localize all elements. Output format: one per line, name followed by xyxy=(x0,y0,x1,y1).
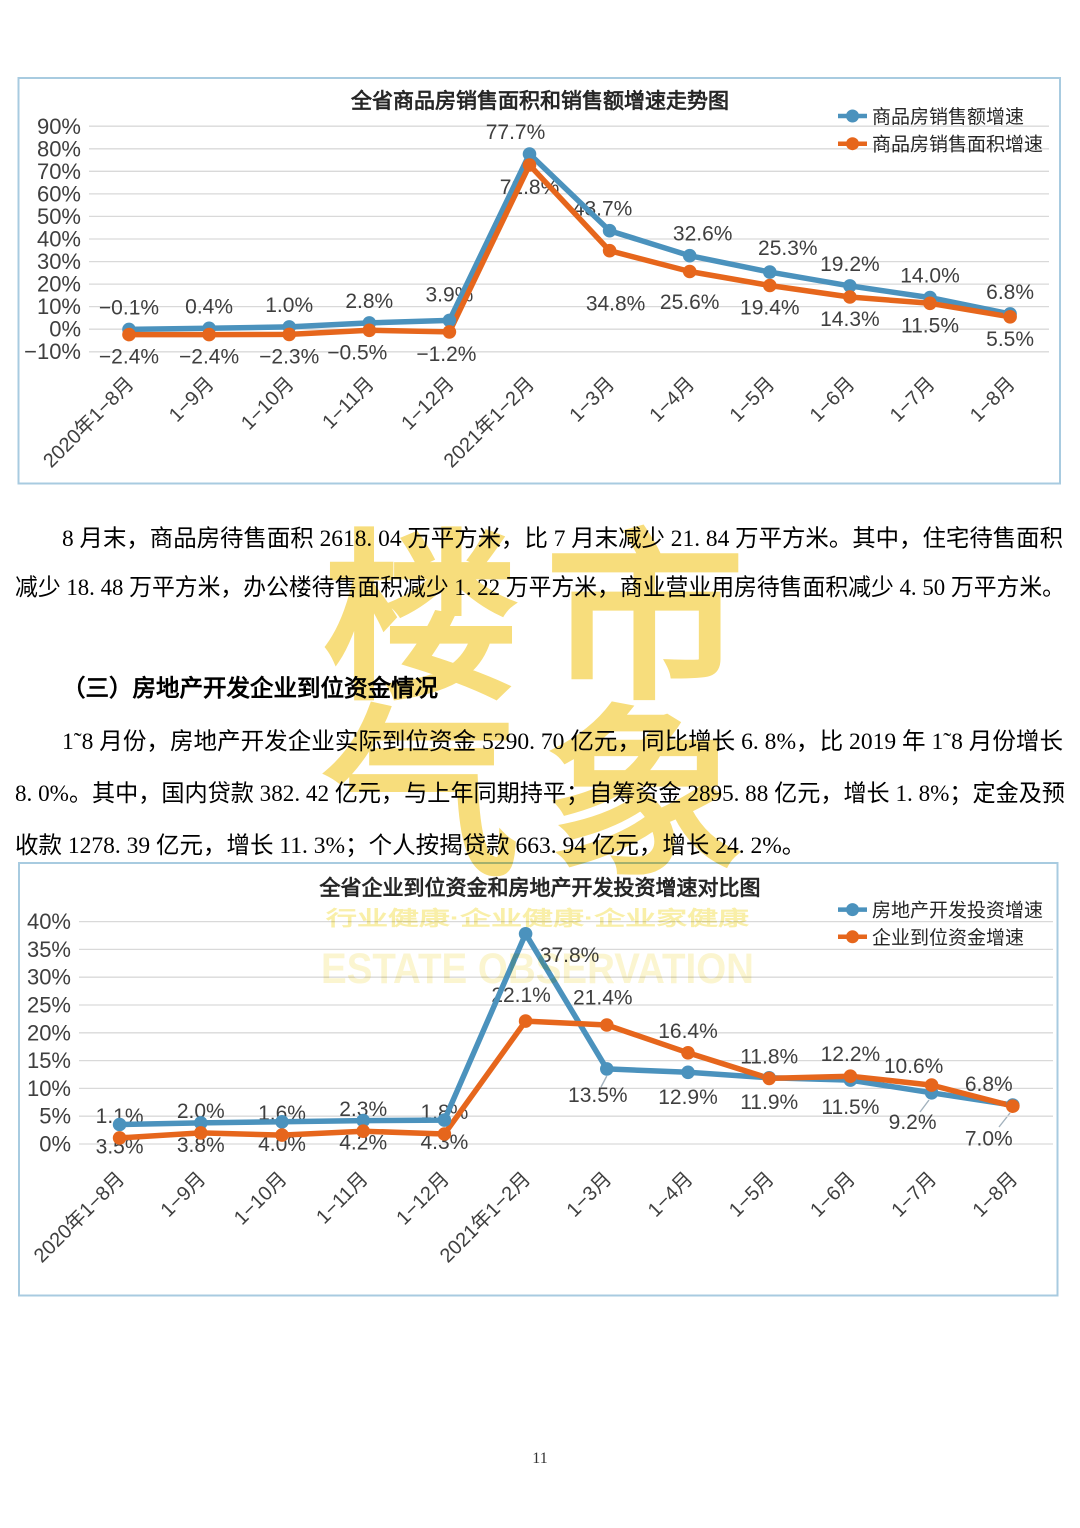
svg-text:37.8%: 37.8% xyxy=(540,944,600,967)
svg-text:11.9%: 11.9% xyxy=(740,1091,798,1114)
svg-text:−2.4%: −2.4% xyxy=(99,346,159,369)
svg-text:12.2%: 12.2% xyxy=(821,1043,881,1066)
svg-text:11.5%: 11.5% xyxy=(901,314,959,337)
svg-text:32.6%: 32.6% xyxy=(673,223,733,246)
svg-text:21.4%: 21.4% xyxy=(573,987,633,1010)
svg-text:30%: 30% xyxy=(27,965,71,990)
svg-text:60%: 60% xyxy=(37,181,81,206)
svg-text:6.8%: 6.8% xyxy=(986,281,1034,304)
svg-text:−2.4%: −2.4% xyxy=(179,346,239,369)
svg-text:19.4%: 19.4% xyxy=(740,297,800,320)
svg-text:90%: 90% xyxy=(37,114,81,139)
svg-text:1˜8 月份，房地产开发企业实际到位资金 5290. 70: 1˜8 月份，房地产开发企业实际到位资金 5290. 70 亿元，同比增长 6.… xyxy=(62,728,1063,755)
svg-text:减少 18. 48 万平方米，办公楼待售面积减少 1. 22: 减少 18. 48 万平方米，办公楼待售面积减少 1. 22 万平方米，商业营业… xyxy=(15,574,1065,601)
svg-text:5%: 5% xyxy=(39,1104,71,1129)
svg-text:4.3%: 4.3% xyxy=(420,1131,468,1154)
svg-text:全省企业到位资金和房地产开发投资增速对比图: 全省企业到位资金和房地产开发投资增速对比图 xyxy=(319,876,761,900)
svg-text:10%: 10% xyxy=(37,294,81,319)
svg-text:收款 1278. 39 亿元，增长 11. 3%；个人按揭贷: 收款 1278. 39 亿元，增长 11. 3%；个人按揭贷款 663. 94 … xyxy=(15,832,805,859)
svg-text:11.5%: 11.5% xyxy=(821,1096,879,1119)
svg-text:15%: 15% xyxy=(27,1048,71,1073)
svg-text:40%: 40% xyxy=(27,909,71,934)
svg-text:−1.2%: −1.2% xyxy=(416,343,476,366)
svg-text:5.5%: 5.5% xyxy=(986,328,1034,351)
svg-text:43.7%: 43.7% xyxy=(573,198,633,221)
svg-text:3.5%: 3.5% xyxy=(96,1136,144,1159)
svg-text:30%: 30% xyxy=(37,249,81,274)
svg-text:16.4%: 16.4% xyxy=(658,1020,718,1043)
svg-text:4.0%: 4.0% xyxy=(258,1133,306,1156)
svg-text:20%: 20% xyxy=(27,1020,71,1045)
svg-text:34.8%: 34.8% xyxy=(586,293,646,316)
svg-text:35%: 35% xyxy=(27,937,71,962)
svg-text:8 月末，商品房待售面积 2618. 04 万平方米，比 7: 8 月末，商品房待售面积 2618. 04 万平方米，比 7 月末减少 21. … xyxy=(62,525,1063,552)
svg-text:6.8%: 6.8% xyxy=(965,1073,1013,1096)
svg-text:企业到位资金增速: 企业到位资金增速 xyxy=(872,927,1024,949)
svg-text:1.0%: 1.0% xyxy=(265,294,313,317)
svg-text:11: 11 xyxy=(532,1450,547,1467)
svg-text:20%: 20% xyxy=(37,272,81,297)
svg-text:25.3%: 25.3% xyxy=(758,237,818,260)
svg-text:14.0%: 14.0% xyxy=(900,265,960,288)
svg-text:7.0%: 7.0% xyxy=(965,1127,1013,1150)
svg-text:8. 0%。其中，国内贷款 382. 42 亿元，与上年同期: 8. 0%。其中，国内贷款 382. 42 亿元，与上年同期持平；自筹资金 28… xyxy=(15,780,1065,807)
svg-text:80%: 80% xyxy=(37,136,81,161)
svg-text:25%: 25% xyxy=(27,993,71,1018)
svg-text:22.1%: 22.1% xyxy=(491,984,551,1007)
svg-text:2.8%: 2.8% xyxy=(345,290,393,313)
svg-text:0%: 0% xyxy=(39,1132,71,1157)
svg-text:−2.3%: −2.3% xyxy=(259,345,319,368)
svg-text:房地产开发投资增速: 房地产开发投资增速 xyxy=(872,900,1043,922)
svg-text:商品房销售面积增速: 商品房销售面积增速 xyxy=(872,134,1043,156)
svg-text:−0.1%: −0.1% xyxy=(99,296,159,319)
svg-text:0%: 0% xyxy=(49,317,81,342)
svg-text:13.5%: 13.5% xyxy=(568,1084,628,1107)
svg-text:0.4%: 0.4% xyxy=(185,295,233,318)
svg-text:11.8%: 11.8% xyxy=(740,1045,798,1068)
svg-text:3.8%: 3.8% xyxy=(177,1134,225,1157)
svg-text:商品房销售额增速: 商品房销售额增速 xyxy=(872,106,1024,128)
svg-text:2.3%: 2.3% xyxy=(339,1098,387,1121)
svg-text:50%: 50% xyxy=(37,204,81,229)
svg-text:12.9%: 12.9% xyxy=(658,1086,718,1109)
svg-text:−0.5%: −0.5% xyxy=(327,341,387,364)
svg-text:9.2%: 9.2% xyxy=(889,1111,937,1134)
svg-text:77.7%: 77.7% xyxy=(486,121,546,144)
svg-text:4.2%: 4.2% xyxy=(339,1132,387,1155)
svg-text:全省商品房销售面积和销售额增速走势图: 全省商品房销售面积和销售额增速走势图 xyxy=(350,89,729,113)
svg-text:19.2%: 19.2% xyxy=(820,253,880,276)
svg-text:10%: 10% xyxy=(27,1076,71,1101)
svg-text:70%: 70% xyxy=(37,159,81,184)
svg-text:−10%: −10% xyxy=(24,339,81,364)
svg-text:25.6%: 25.6% xyxy=(660,291,720,314)
svg-text:40%: 40% xyxy=(37,227,81,252)
svg-text:2.0%: 2.0% xyxy=(177,1100,225,1123)
svg-text:10.6%: 10.6% xyxy=(884,1055,944,1078)
svg-text:（三）房地产开发企业到位资金情况: （三）房地产开发企业到位资金情况 xyxy=(62,674,438,702)
svg-text:14.3%: 14.3% xyxy=(820,308,880,331)
